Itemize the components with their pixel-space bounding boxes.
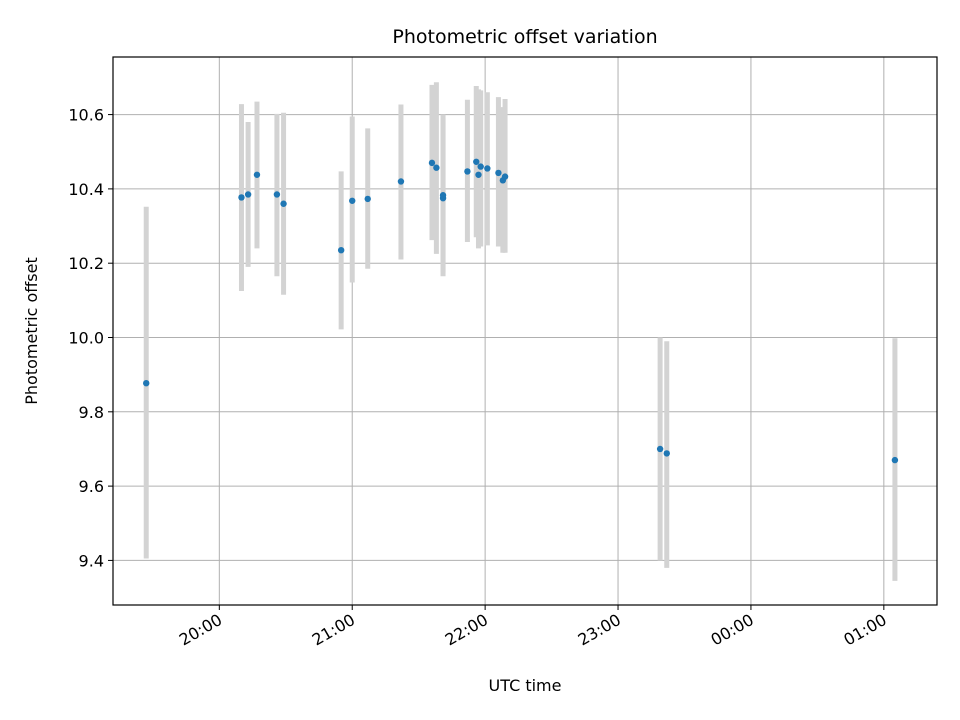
data-point [656,445,664,453]
data-point [253,171,261,178]
y-tick-label: 9.8 [79,403,104,422]
y-tick-label: 10.6 [68,106,104,125]
data-point [280,200,287,207]
plot-frame [112,56,938,606]
data-point [337,246,345,254]
data-point [477,163,484,170]
y-tick-label: 9.6 [79,477,104,496]
data-point [501,173,509,180]
data-point [238,194,245,201]
data-point [273,191,281,198]
y-tick-label: 10.4 [68,180,104,199]
data-point [143,379,150,387]
data-point [464,168,471,175]
y-tick-label: 9.4 [79,551,104,570]
data-point [397,178,405,185]
y-axis-label: Photometric offset [22,257,41,405]
data-point [663,450,670,457]
data-point [495,169,502,177]
data-point [244,191,252,198]
y-axis: 9.4 9.6 9.8 10.0 10.2 10.4 10.6 [68,106,113,570]
data-point [433,164,440,171]
y-tick-label: 10.2 [68,254,104,273]
data-point [484,165,491,172]
data-point [439,192,447,199]
data-points [143,158,899,464]
data-point [364,195,371,203]
chart-title: Photometric offset variation [392,26,657,48]
data-point [428,159,436,167]
x-axis-label: UTC time [489,676,562,695]
data-point [475,171,482,178]
data-point [891,456,899,464]
y-tick-label: 10.0 [68,329,104,348]
data-point [349,197,356,204]
data-point [473,158,480,165]
